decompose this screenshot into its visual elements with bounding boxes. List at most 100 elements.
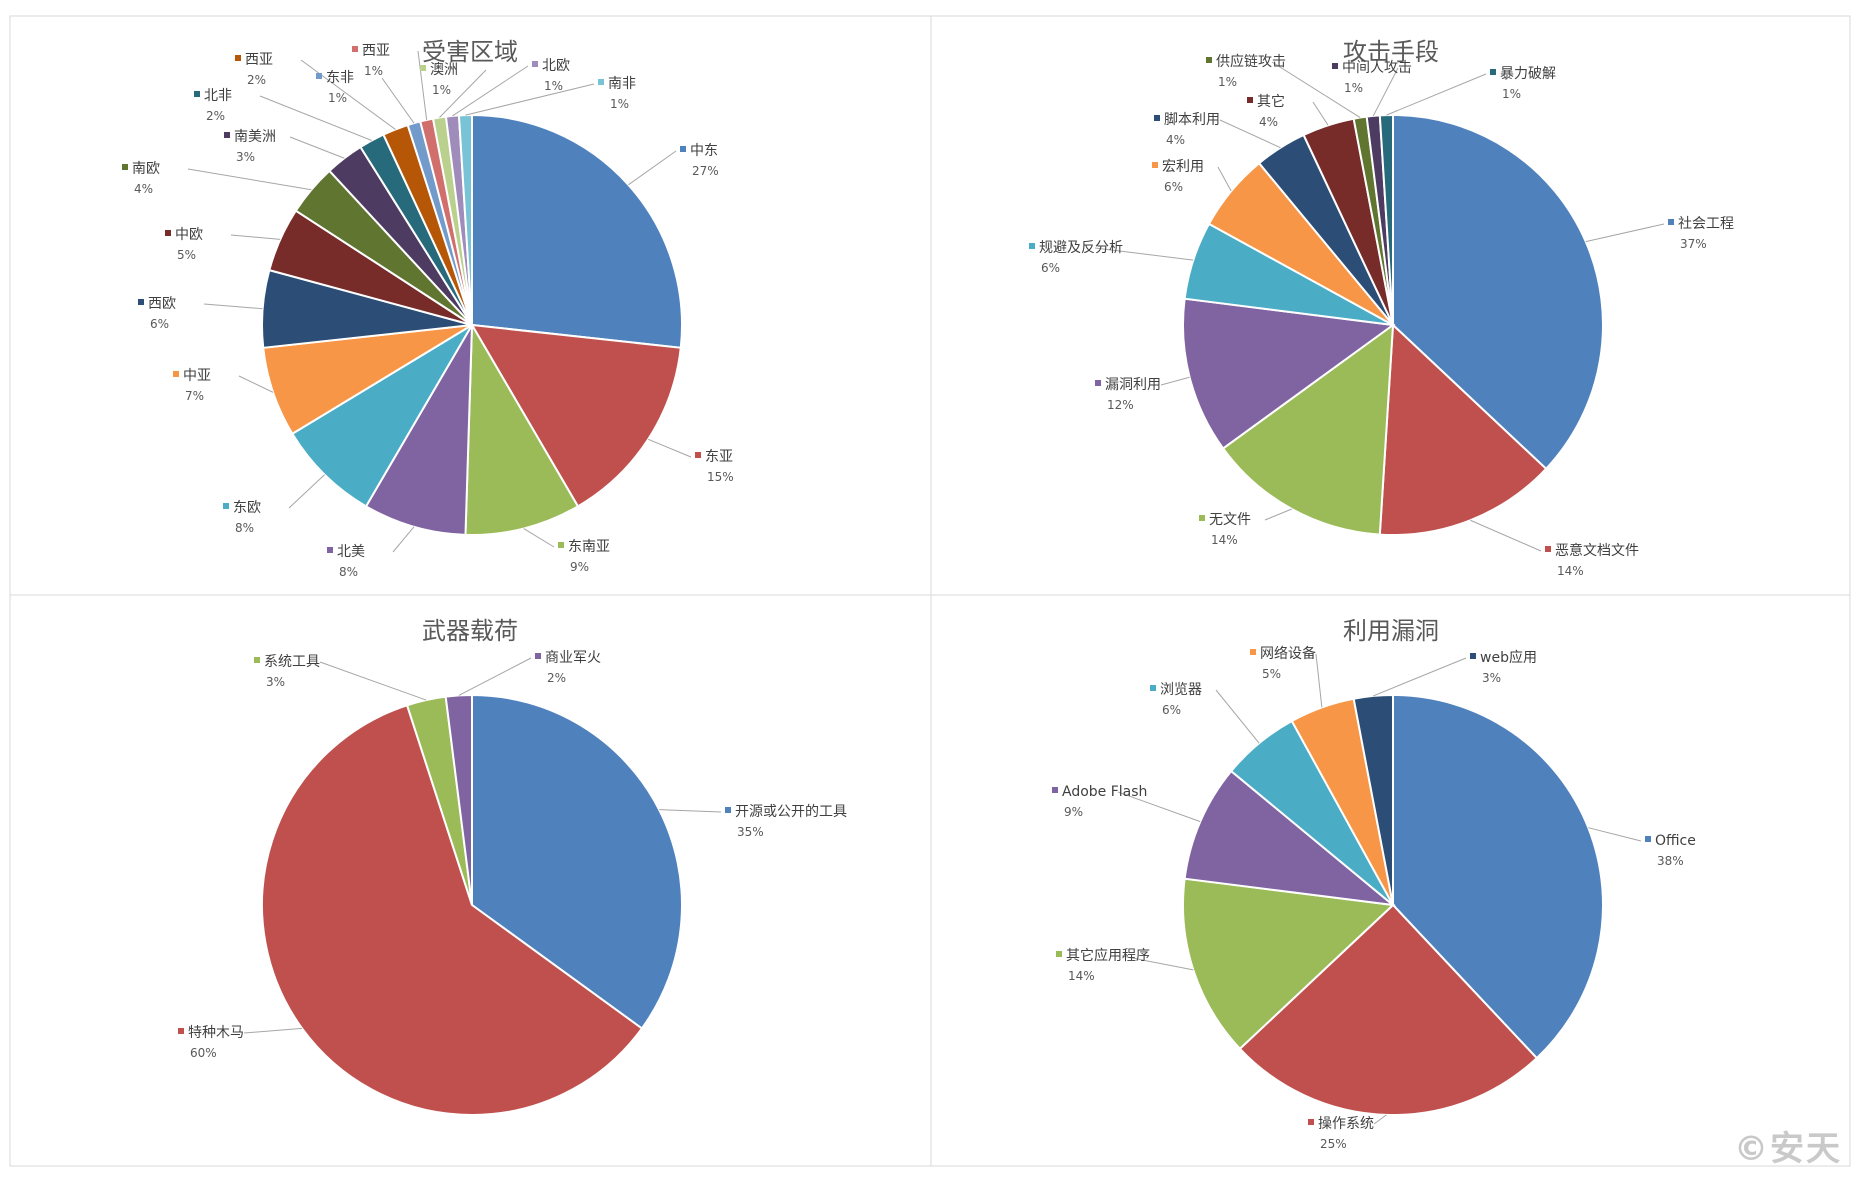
slice-percent: 3% xyxy=(1482,671,1501,685)
label-marker xyxy=(1668,219,1674,225)
leader-line xyxy=(465,83,595,116)
pie-slice xyxy=(1378,322,1548,536)
label-marker xyxy=(1250,649,1256,655)
leader-line xyxy=(628,150,677,186)
label-marker xyxy=(224,132,230,138)
leader-line xyxy=(289,136,345,159)
pie-slice xyxy=(1238,903,1539,1116)
slice-label: 南非 xyxy=(608,76,636,92)
slice-percent: 35% xyxy=(737,825,764,839)
leader-line xyxy=(1585,223,1665,243)
label-marker xyxy=(695,452,701,458)
label-marker xyxy=(122,164,128,170)
slice-label: 西亚 xyxy=(245,52,273,68)
slice-percent: 3% xyxy=(236,150,255,164)
leader-line xyxy=(1094,247,1194,261)
slice-label: 东欧 xyxy=(233,500,261,516)
pie-chart-4: 利用漏洞 Office 38% 操作系统 25% 其它应用程序 14% Adobe Flash… xyxy=(1052,617,1696,1151)
leader-line xyxy=(452,65,529,117)
label-marker xyxy=(223,503,229,509)
slice-percent: 8% xyxy=(235,521,254,535)
slice-percent: 4% xyxy=(1166,133,1185,147)
slice-percent: 6% xyxy=(1041,261,1060,275)
label-marker xyxy=(1645,836,1651,842)
label-marker xyxy=(1199,515,1205,521)
label-marker xyxy=(558,542,564,548)
leader-line xyxy=(1264,508,1293,521)
pie-slice xyxy=(1392,693,1604,1060)
pie-slice xyxy=(364,324,473,536)
label-marker xyxy=(420,65,426,71)
slice-percent: 14% xyxy=(1557,564,1584,578)
pie-slice xyxy=(471,693,683,1030)
leader-line xyxy=(203,303,263,310)
slice-label: 东南亚 xyxy=(568,539,610,555)
slice-label: 供应链攻击 xyxy=(1216,53,1286,70)
label-marker xyxy=(165,230,171,236)
leader-line xyxy=(288,474,326,509)
label-marker xyxy=(680,146,686,152)
leader-line xyxy=(1160,376,1190,386)
slice-percent: 1% xyxy=(1344,81,1363,95)
pie-slice xyxy=(471,113,683,349)
slice-label: 漏洞利用 xyxy=(1105,377,1161,393)
slice-label: 其它应用程序 xyxy=(1066,947,1150,964)
label-marker xyxy=(1545,546,1551,552)
slice-label: 恶意文档文件 xyxy=(1555,542,1639,559)
chart-title: 武器载荷 xyxy=(422,617,518,645)
leader-line xyxy=(319,661,427,701)
label-marker xyxy=(1152,162,1158,168)
pie-slice xyxy=(444,693,473,906)
slice-percent: 2% xyxy=(247,73,266,87)
leader-line xyxy=(1386,73,1487,116)
label-marker xyxy=(1052,787,1058,793)
leader-line xyxy=(1117,791,1201,823)
slice-percent: 1% xyxy=(364,64,383,78)
slice-percent: 6% xyxy=(150,317,169,331)
slice-label: 开源或公开的工具 xyxy=(735,804,847,820)
slice-label: 系统工具 xyxy=(264,654,320,670)
leader-line xyxy=(259,95,372,141)
slice-label: 商业军火 xyxy=(545,650,601,666)
slice-percent: 4% xyxy=(1259,115,1278,129)
label-marker xyxy=(535,653,541,659)
slice-percent: 1% xyxy=(544,79,563,93)
chart-title: 受害区域 xyxy=(422,38,518,66)
leader-line xyxy=(238,375,274,393)
label-marker xyxy=(1029,243,1035,249)
leader-line xyxy=(659,809,722,813)
slice-percent: 9% xyxy=(570,560,589,574)
slice-label: 南欧 xyxy=(132,161,160,177)
slice-percent: 6% xyxy=(1164,180,1183,194)
slice-percent: 2% xyxy=(547,671,566,685)
leader-line xyxy=(1215,689,1260,744)
label-marker xyxy=(725,807,731,813)
slice-label: 南美洲 xyxy=(234,129,276,145)
slice-label: 规避及反分析 xyxy=(1039,240,1123,256)
pie-slice xyxy=(1182,877,1396,1051)
label-marker xyxy=(235,55,241,61)
pie-slice xyxy=(1221,322,1395,536)
slice-percent: 5% xyxy=(1262,667,1281,681)
slice-percent: 27% xyxy=(692,164,719,178)
label-marker xyxy=(1308,1119,1314,1125)
slice-label: 中欧 xyxy=(175,227,203,243)
slice-percent: 8% xyxy=(339,565,358,579)
chart-title: 利用漏洞 xyxy=(1343,617,1439,645)
label-marker xyxy=(194,91,200,97)
slice-label: 北欧 xyxy=(542,58,570,74)
leader-line xyxy=(187,168,312,191)
slice-label: 无文件 xyxy=(1209,512,1251,528)
pie-slice xyxy=(290,324,473,508)
leader-line xyxy=(1372,67,1399,117)
label-marker xyxy=(1095,380,1101,386)
label-marker xyxy=(1150,685,1156,691)
slice-percent: 12% xyxy=(1107,398,1134,412)
slice-label: 浏览器 xyxy=(1160,682,1202,698)
label-marker xyxy=(1470,653,1476,659)
slice-percent: 37% xyxy=(1680,237,1707,251)
slice-percent: 60% xyxy=(190,1046,217,1060)
label-marker xyxy=(138,299,144,305)
slice-percent: 14% xyxy=(1068,969,1095,983)
